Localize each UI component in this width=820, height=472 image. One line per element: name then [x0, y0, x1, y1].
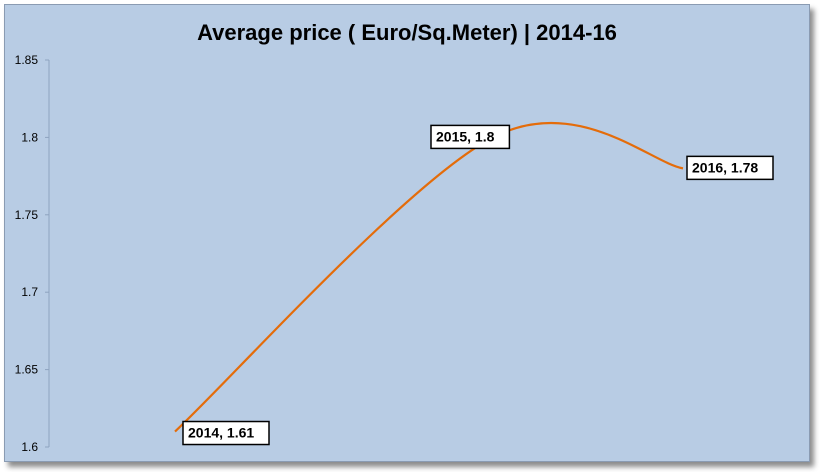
data-label-2016: 2016, 1.78 [686, 155, 774, 181]
data-label-box [182, 420, 270, 446]
data-label-text: 2016, 1.78 [692, 159, 758, 175]
data-label-text: 2014, 1.61 [188, 425, 254, 441]
y-tick-label: 1.75 [15, 208, 39, 222]
y-tick-label: 1.7 [21, 285, 38, 299]
y-tick-label: 1.65 [15, 363, 39, 377]
y-tick-label: 1.85 [15, 53, 39, 67]
data-label-box [686, 155, 774, 181]
y-tick-label: 1.8 [21, 130, 38, 144]
series-line-average-price [174, 121, 684, 433]
chart-area: Average price ( Euro/Sq.Meter) | 2014-16… [4, 4, 810, 462]
data-label-text: 2015, 1.8 [436, 128, 495, 144]
chart-title: Average price ( Euro/Sq.Meter) | 2014-16 [197, 20, 617, 45]
y-tick-label: 1.6 [21, 440, 38, 454]
data-label-2014: 2014, 1.61 [182, 420, 270, 446]
y-axis-ticks: 1.85 1.8 1.75 1.7 1.65 1.6 [15, 53, 49, 454]
data-label-box [430, 124, 511, 150]
chart-svg: Average price ( Euro/Sq.Meter) | 2014-16… [15, 20, 774, 454]
data-label-2015: 2015, 1.8 [430, 124, 511, 150]
data-labels: 2014, 1.61 2015, 1.8 2016, 1.78 [182, 124, 774, 446]
